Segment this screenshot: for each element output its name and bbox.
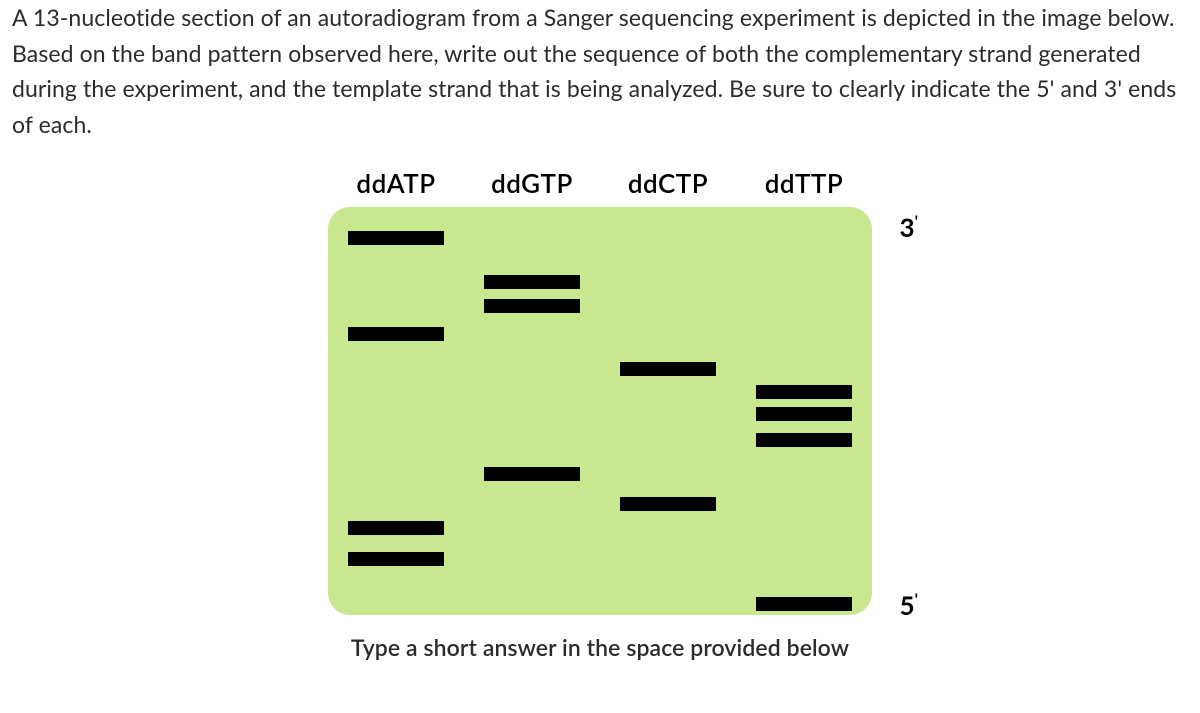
gel-band	[756, 433, 852, 447]
gel-band	[756, 597, 852, 611]
lane-header-t: ddTTP	[746, 167, 862, 199]
gel-band	[756, 407, 852, 421]
gel-band	[484, 299, 580, 313]
lane-header-a: ddATP	[338, 167, 454, 199]
gel-rect	[328, 207, 872, 615]
gel-band	[484, 467, 580, 481]
five-prime-label: 5'	[900, 589, 918, 621]
three-prime-label: 3'	[900, 211, 918, 243]
question-text: A 13-nucleotide section of an autoradiog…	[12, 0, 1188, 143]
gel-band	[348, 231, 444, 245]
lane-headers: ddATP ddGTP ddCTP ddTTP	[338, 167, 862, 199]
gel-band	[348, 552, 444, 566]
answer-prompt: Type a short answer in the space provide…	[351, 633, 849, 661]
lane-header-g: ddGTP	[474, 167, 590, 199]
gel-band	[348, 327, 444, 341]
gel-band	[484, 275, 580, 289]
gel-area: 3' 5'	[328, 207, 872, 615]
gel-figure: ddATP ddGTP ddCTP ddTTP 3' 5' Type a sho…	[12, 167, 1188, 661]
gel-band	[620, 362, 716, 376]
lane-header-c: ddCTP	[610, 167, 726, 199]
gel-band	[620, 497, 716, 511]
gel-band	[348, 521, 444, 535]
gel-band	[756, 385, 852, 399]
